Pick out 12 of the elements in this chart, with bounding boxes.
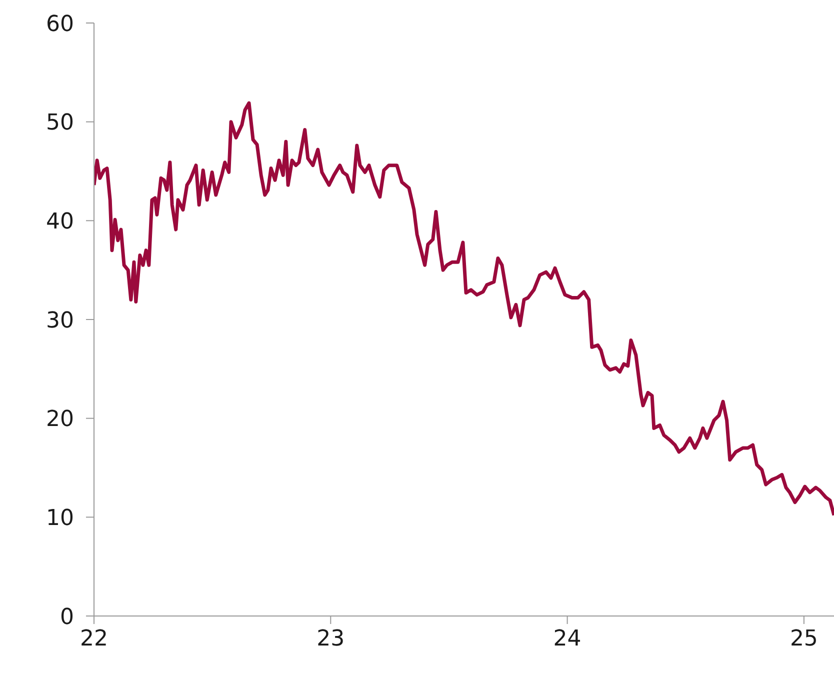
y-tick-label: 20 bbox=[46, 407, 74, 432]
x-tick-label: 24 bbox=[553, 626, 582, 652]
y-tick-label: 40 bbox=[46, 209, 74, 234]
y-tick-label: 0 bbox=[60, 604, 74, 630]
line-series bbox=[94, 101, 834, 517]
x-tick-label: 25 bbox=[790, 626, 818, 652]
x-tick-label: 23 bbox=[316, 626, 345, 652]
y-tick-label: 30 bbox=[46, 308, 74, 334]
x-tick-label: 22 bbox=[80, 626, 108, 652]
y-tick-label: 10 bbox=[46, 506, 74, 531]
y-tick-label: 50 bbox=[46, 110, 74, 136]
y-tick-label: 60 bbox=[46, 12, 74, 37]
